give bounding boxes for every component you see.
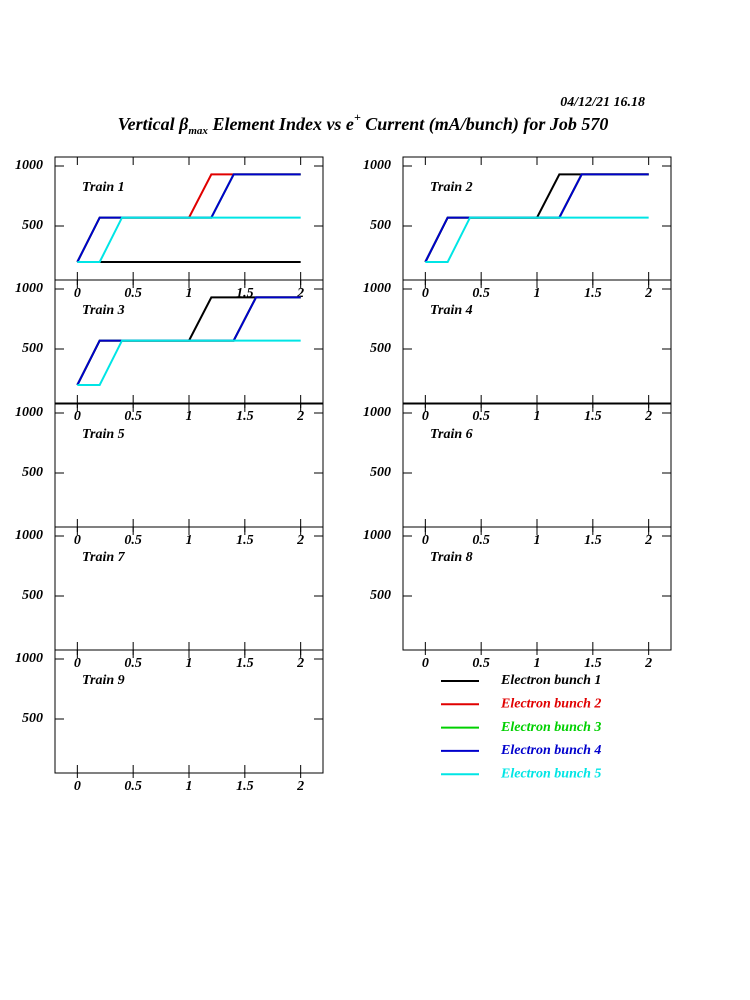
y-tick-label: 1000 <box>363 281 391 296</box>
x-tick-label: 0.5 <box>472 533 490 548</box>
x-tick-label: 2 <box>296 409 304 424</box>
x-tick-label: 1 <box>534 533 541 548</box>
legend-label: Electron bunch 2 <box>500 697 601 712</box>
panel-title: Train 5 <box>82 427 125 442</box>
x-tick-label: 1.5 <box>236 533 254 548</box>
y-tick-label: 500 <box>370 218 391 233</box>
legend-label: Electron bunch 3 <box>500 720 601 735</box>
y-tick-label: 1000 <box>15 281 43 296</box>
y-tick-label: 500 <box>370 341 391 356</box>
x-tick-label: 1 <box>186 656 193 671</box>
x-tick-label: 2 <box>296 286 304 301</box>
x-tick-label: 2 <box>644 409 652 424</box>
title-part: Element Index vs e <box>208 114 354 134</box>
x-tick-label: 0 <box>74 409 81 424</box>
x-tick-label: 1 <box>186 286 193 301</box>
x-tick-label: 0.5 <box>124 779 142 794</box>
x-tick-label: 1.5 <box>584 533 602 548</box>
x-tick-label: 2 <box>644 656 652 671</box>
x-tick-label: 1.5 <box>584 286 602 301</box>
x-tick-label: 2 <box>296 656 304 671</box>
page-title: Vertical βmax Element Index vs e+ Curren… <box>118 110 609 137</box>
x-tick-label: 1.5 <box>584 656 602 671</box>
y-tick-label: 500 <box>22 588 43 603</box>
y-tick-label: 500 <box>22 218 43 233</box>
y-tick-label: 500 <box>22 465 43 480</box>
panel-title: Train 6 <box>430 427 473 442</box>
panel-title: Train 3 <box>82 303 125 318</box>
legend-label: Electron bunch 4 <box>500 743 601 758</box>
x-tick-label: 2 <box>644 286 652 301</box>
x-tick-label: 2 <box>296 779 304 794</box>
x-tick-label: 1.5 <box>236 286 254 301</box>
x-tick-label: 1 <box>534 286 541 301</box>
y-tick-label: 1000 <box>15 651 43 666</box>
x-tick-label: 0.5 <box>472 656 490 671</box>
x-tick-label: 0.5 <box>124 533 142 548</box>
series-line <box>77 339 301 386</box>
x-tick-label: 2 <box>644 533 652 548</box>
x-tick-label: 1 <box>186 409 193 424</box>
legend-label: Electron bunch 1 <box>500 673 601 688</box>
x-tick-label: 1 <box>534 409 541 424</box>
x-tick-label: 0.5 <box>124 656 142 671</box>
series-line <box>425 216 649 263</box>
x-tick-label: 0 <box>422 409 429 424</box>
title-part: Vertical β <box>118 114 189 134</box>
x-tick-label: 0 <box>74 533 81 548</box>
y-tick-label: 500 <box>22 711 43 726</box>
x-tick-label: 1.5 <box>236 779 254 794</box>
y-tick-label: 500 <box>370 588 391 603</box>
y-tick-label: 1000 <box>363 158 391 173</box>
date: 04/12/21 16.18 <box>560 95 645 110</box>
panel-title: Train 9 <box>82 673 125 688</box>
y-tick-label: 1000 <box>15 158 43 173</box>
x-tick-label: 1 <box>186 533 193 548</box>
y-tick-label: 500 <box>370 465 391 480</box>
y-tick-label: 1000 <box>15 528 43 543</box>
panel-title: Train 2 <box>430 180 473 195</box>
title-subscript: max <box>188 125 208 137</box>
x-tick-label: 0 <box>422 286 429 301</box>
x-tick-label: 0.5 <box>124 409 142 424</box>
x-tick-label: 1.5 <box>236 409 254 424</box>
panel-title: Train 7 <box>82 550 126 565</box>
x-tick-label: 0.5 <box>124 286 142 301</box>
x-tick-label: 0.5 <box>472 409 490 424</box>
title-part: Current (mA/bunch) for Job 570 <box>361 114 609 135</box>
x-tick-label: 0 <box>422 656 429 671</box>
title-superscript: + <box>354 110 361 124</box>
panel-title: Train 1 <box>82 180 125 195</box>
y-tick-label: 500 <box>22 341 43 356</box>
panel-title: Train 8 <box>430 550 473 565</box>
x-tick-label: 0.5 <box>472 286 490 301</box>
y-tick-label: 1000 <box>363 528 391 543</box>
x-tick-label: 2 <box>296 533 304 548</box>
x-tick-label: 1 <box>534 656 541 671</box>
panel-title: Train 4 <box>430 303 473 318</box>
x-tick-label: 1.5 <box>584 409 602 424</box>
x-tick-label: 0 <box>422 533 429 548</box>
x-tick-label: 1.5 <box>236 656 254 671</box>
y-tick-label: 1000 <box>363 405 391 420</box>
x-tick-label: 1 <box>186 779 193 794</box>
x-tick-label: 0 <box>74 286 81 301</box>
x-tick-label: 0 <box>74 656 81 671</box>
series-line <box>77 216 301 263</box>
x-tick-label: 0 <box>74 779 81 794</box>
y-tick-label: 1000 <box>15 405 43 420</box>
legend-label: Electron bunch 5 <box>500 766 601 781</box>
